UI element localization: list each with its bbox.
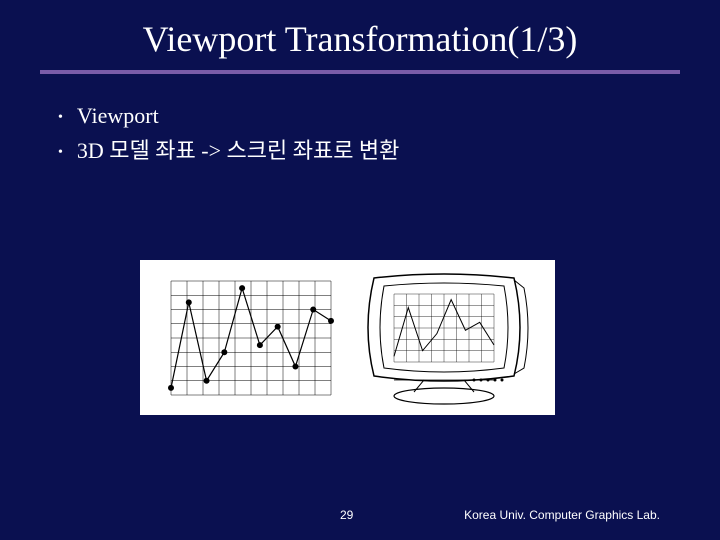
bullet-text: 3D 모델 좌표 -> 스크린 좌표로 변환: [77, 133, 400, 168]
bullet-item: • 3D 모델 좌표 -> 스크린 좌표로 변환: [58, 133, 720, 168]
bullet-item: • Viewport: [58, 98, 720, 133]
monitor-icon: [354, 268, 534, 408]
bullet-list: • Viewport • 3D 모델 좌표 -> 스크린 좌표로 변환: [58, 98, 720, 168]
title-divider: [40, 70, 680, 74]
monitor-illustration: [354, 268, 534, 408]
bullet-dot-icon: •: [58, 142, 63, 164]
coordinate-chart: [161, 273, 341, 403]
slide-title: Viewport Transformation(1/3): [0, 0, 720, 70]
bullet-text: Viewport: [77, 98, 159, 133]
page-number: 29: [340, 508, 353, 522]
bullet-dot-icon: •: [58, 107, 63, 129]
footer-text: Korea Univ. Computer Graphics Lab.: [464, 508, 660, 522]
figure-container: [140, 260, 555, 415]
